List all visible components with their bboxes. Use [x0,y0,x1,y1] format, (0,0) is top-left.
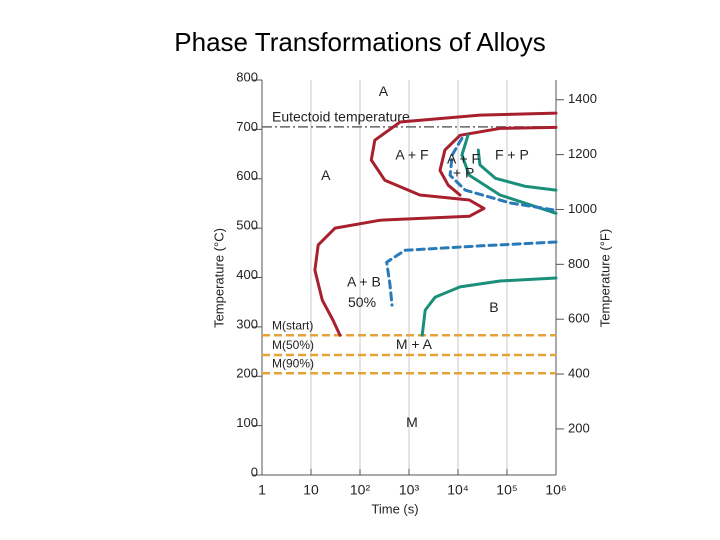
y-tick-label: 500 [236,218,258,233]
region-label: + P [453,165,474,181]
x-axis-label: Time (s) [371,501,418,516]
x-tick-label: 10² [350,482,371,498]
region-label: A [379,83,389,99]
y2-tick-label: 1000 [568,201,597,216]
reference-label: M(90%) [272,356,314,370]
x-tick-label: 1 [258,482,266,498]
region-label: A + F [447,151,480,167]
y2-tick-label: 200 [568,420,590,435]
region-label: F + P [495,147,529,163]
y2-tick-label: 1200 [568,146,597,161]
region-label: A + B [347,274,381,290]
curve [476,148,558,192]
y2-tick-label: 600 [568,311,590,326]
chart-title: Phase Transformations of Alloys [174,27,545,57]
reference-label: M(50%) [272,338,314,352]
x-tick-label: 10³ [399,482,420,498]
curve [313,111,558,337]
y-tick-label: 800 [236,69,258,84]
reference-label: M(start) [272,318,313,332]
y-tick-label: 700 [236,119,258,134]
reference-label: Eutectoid temperature [272,109,410,125]
curve [385,240,558,307]
y2-axis-label: Temperature (°F) [597,229,612,327]
x-tick-label: 10⁵ [496,482,517,498]
y-tick-label: 100 [236,415,258,430]
region-label: M [406,414,418,430]
region-label: A + F [395,147,428,163]
curve [438,125,558,197]
y-tick-label: 400 [236,267,258,282]
region-label: B [489,299,498,315]
y-tick-label: 200 [236,366,258,381]
y-tick-label: 0 [251,464,258,479]
x-tick-label: 10⁶ [545,482,566,498]
y2-tick-label: 400 [568,365,590,380]
curve [448,136,558,212]
region-label: 50% [348,294,376,310]
y-axis-label: Temperature (°C) [211,228,226,328]
x-tick-label: 10 [303,482,319,498]
region-label: A [321,167,331,183]
curve [420,276,558,337]
region-label: M + A [396,336,433,352]
x-tick-label: 10⁴ [447,482,469,498]
y2-tick-label: 1400 [568,91,597,106]
y-tick-label: 300 [236,316,258,331]
y-tick-label: 600 [236,168,258,183]
y2-tick-label: 800 [568,256,590,271]
